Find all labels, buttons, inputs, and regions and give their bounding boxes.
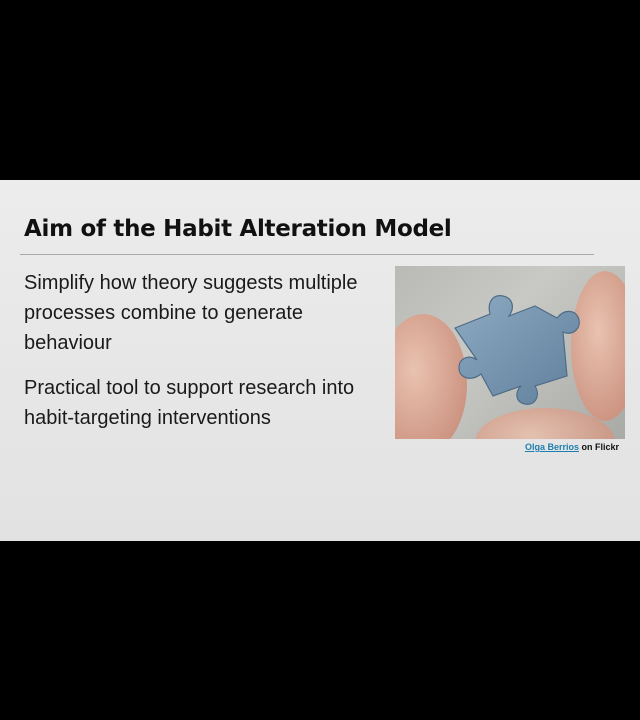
bullet-list: Simplify how theory suggests multiple pr…: [24, 268, 394, 433]
photo-credit: Olga Berrios on Flickr: [525, 442, 619, 452]
thumb-shape: [475, 408, 615, 439]
title-divider: [20, 254, 594, 255]
left-finger-shape: [395, 314, 467, 439]
slide-title: Aim of the Habit Alteration Model: [24, 216, 452, 242]
puzzle-piece-icon: [454, 295, 580, 405]
credit-suffix: on Flickr: [578, 442, 619, 452]
right-finger-shape: [571, 271, 625, 421]
puzzle-piece-photo: [395, 266, 625, 439]
bullet-simplify-theory: Simplify how theory suggests multiple pr…: [24, 272, 358, 354]
bullet-practical-tool: Practical tool to support research into …: [24, 377, 355, 429]
presentation-slide: Aim of the Habit Alteration Model Simpli…: [0, 180, 640, 541]
credit-author-link[interactable]: Olga Berrios: [524, 442, 579, 452]
